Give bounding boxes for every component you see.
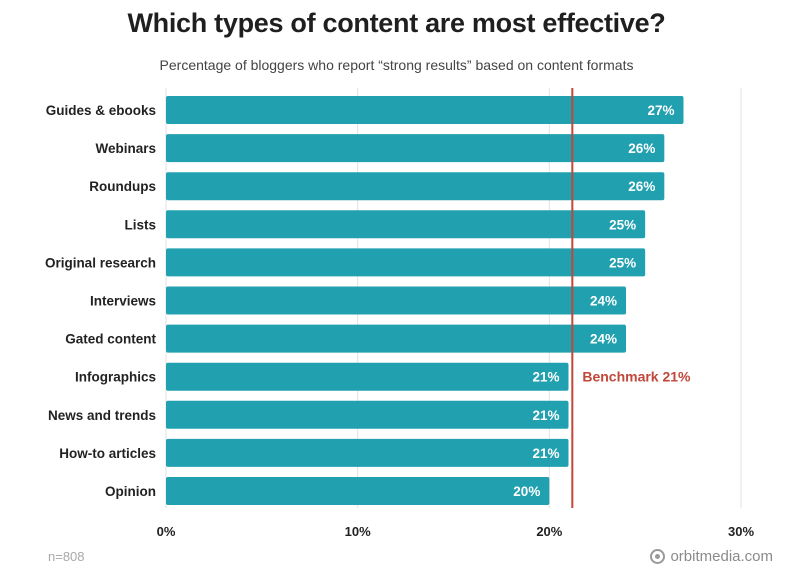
benchmark-label: Benchmark 21% <box>582 369 691 385</box>
bar-value-label: 20% <box>513 484 540 499</box>
bar-value-label: 21% <box>532 408 559 423</box>
bar-value-label: 21% <box>532 446 559 461</box>
x-tick-label: 20% <box>536 524 562 539</box>
category-label: Opinion <box>105 484 156 499</box>
x-axis-ticks: 0% 10% 20% 30% <box>157 524 755 539</box>
bar <box>166 172 665 201</box>
bar <box>166 477 550 505</box>
bar-value-label: 26% <box>628 179 655 194</box>
category-label: Interviews <box>90 294 156 309</box>
sample-size-note: n=808 <box>48 549 85 564</box>
bar-value-label: 24% <box>590 294 617 309</box>
bar-value-label: 27% <box>647 103 674 118</box>
bar <box>166 96 684 124</box>
category-label: Lists <box>124 217 156 232</box>
category-label: Gated content <box>65 332 156 347</box>
category-label: Guides & ebooks <box>46 103 156 118</box>
bar <box>166 362 569 391</box>
bar-value-label: 24% <box>590 332 617 347</box>
bar <box>166 210 646 239</box>
x-tick-label: 0% <box>157 524 176 539</box>
benchmark: Benchmark 21% <box>571 88 691 508</box>
bar-value-label: 26% <box>628 141 655 156</box>
bar-value-label: 25% <box>609 217 636 232</box>
category-label: News and trends <box>48 408 156 423</box>
category-label: Original research <box>45 255 156 270</box>
orbit-logo-icon <box>650 549 666 564</box>
category-label: Roundups <box>89 179 156 194</box>
category-label: How-to articles <box>59 446 156 461</box>
category-labels: Guides & ebooks Webinars Roundups Lists Orig… <box>45 103 157 499</box>
bar <box>166 438 569 467</box>
brand-label: orbitmedia.com <box>670 548 773 565</box>
bar <box>166 248 646 277</box>
category-label: Webinars <box>95 141 156 156</box>
bar <box>166 400 569 429</box>
bar <box>166 286 626 315</box>
bar <box>166 324 626 353</box>
chart-title: Which types of content are most effectiv… <box>127 8 666 38</box>
x-tick-label: 10% <box>345 524 371 539</box>
x-tick-label: 30% <box>728 524 754 539</box>
brand-link[interactable]: orbitmedia.com <box>650 548 773 565</box>
category-label: Infographics <box>75 370 156 385</box>
bar <box>166 134 665 163</box>
chart-subtitle: Percentage of bloggers who report “stron… <box>159 57 634 73</box>
bars: 27% 26% 26% 25% 25% 24% 24% 21% 21% 21% 20% <box>166 96 684 505</box>
bar-value-label: 21% <box>532 370 559 385</box>
bar-value-label: 25% <box>609 255 636 270</box>
